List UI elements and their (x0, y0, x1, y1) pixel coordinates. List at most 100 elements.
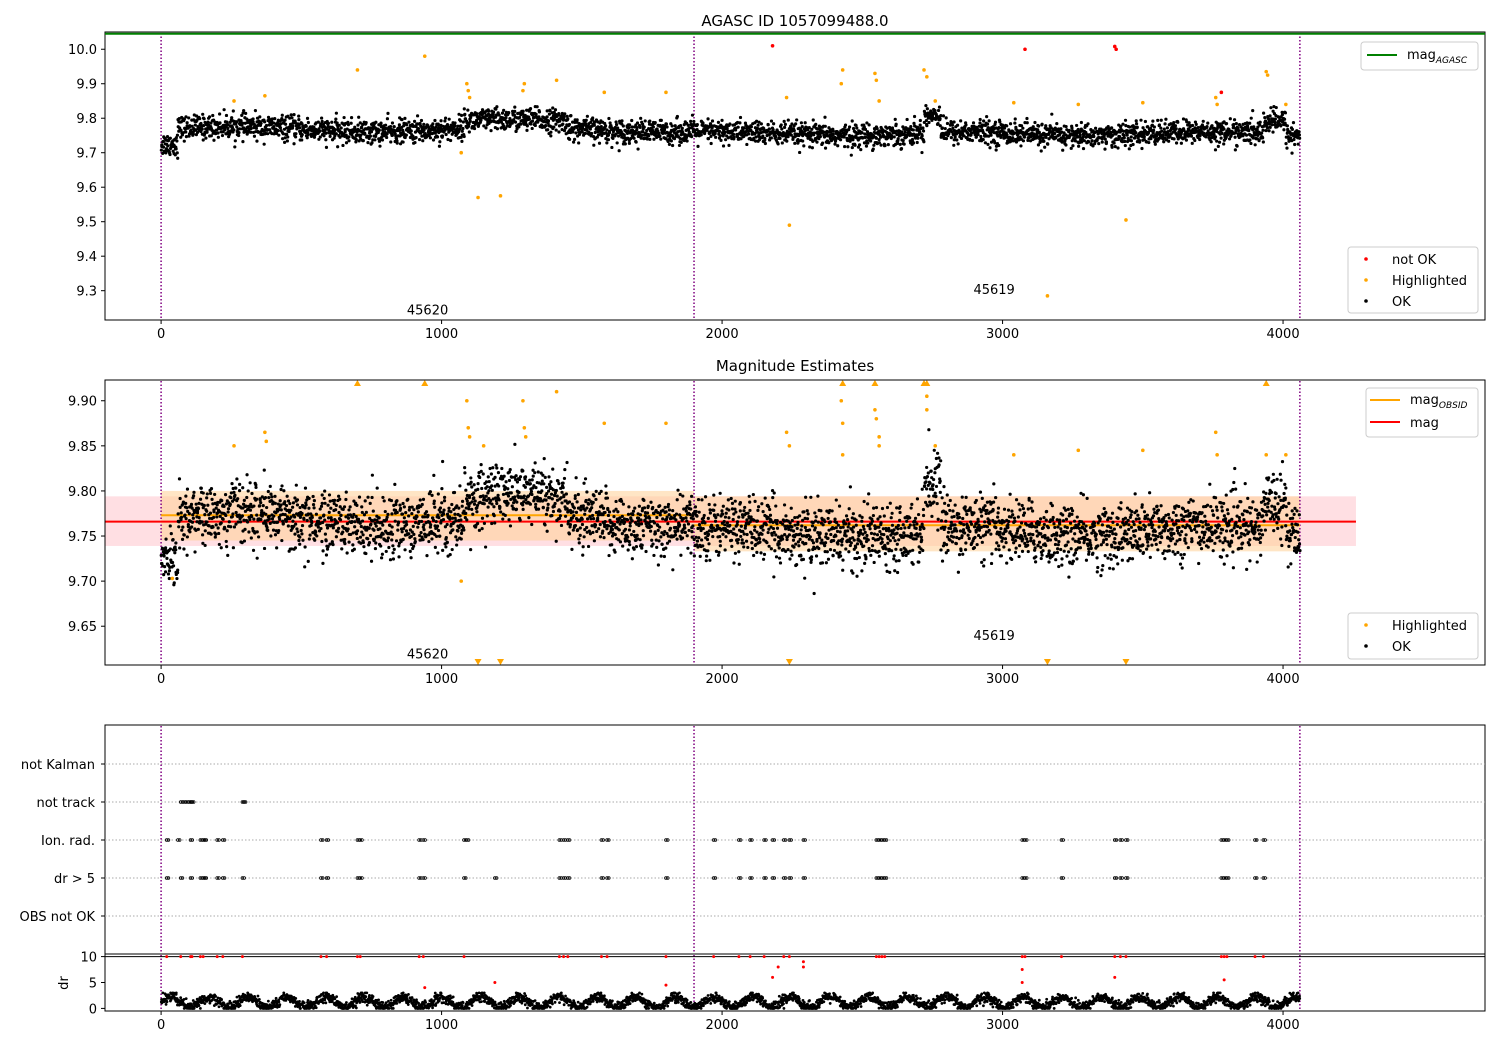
ok-point (498, 505, 502, 509)
ok-point (1167, 139, 1171, 143)
ok-point (435, 524, 440, 528)
ok-point (1012, 131, 1016, 135)
ok-point (957, 128, 961, 132)
ok-point (283, 140, 287, 144)
ok-point (799, 121, 803, 125)
ok-point (444, 545, 448, 549)
ok-point (352, 547, 356, 551)
ok-point (335, 521, 339, 525)
ok-point (857, 143, 862, 147)
ok-point (543, 523, 547, 527)
ok-point (1147, 140, 1151, 145)
ok-point (971, 121, 976, 125)
ok-point (262, 142, 266, 146)
ok-point (1008, 122, 1013, 126)
ok-point (435, 135, 440, 139)
ok-point (1291, 120, 1296, 125)
ok-point (168, 524, 172, 528)
ok-point (562, 129, 567, 133)
ok-point (789, 133, 793, 137)
ok-point (343, 537, 347, 542)
ok-point (252, 134, 257, 138)
ok-point (355, 536, 359, 541)
ok-point (442, 508, 446, 512)
ok-point (436, 492, 440, 496)
ok-point (749, 125, 754, 129)
ok-point (497, 113, 501, 117)
ok-point (665, 125, 669, 129)
ok-point (324, 131, 328, 135)
ok-point (528, 502, 532, 506)
ok-point (281, 137, 285, 141)
ok-point (680, 126, 684, 130)
ok-point (205, 496, 209, 500)
ok-point (360, 125, 364, 129)
ok-point (778, 136, 782, 141)
ok-point (393, 519, 397, 523)
ok-point (1043, 145, 1047, 149)
ok-point (690, 113, 695, 117)
ok-point (283, 500, 287, 504)
ok-point (458, 127, 462, 131)
ok-point (689, 119, 693, 123)
ok-point (171, 538, 175, 542)
ok-point (780, 141, 784, 145)
ok-point (769, 119, 774, 123)
ok-point (1270, 123, 1274, 127)
highlighted-point (498, 194, 503, 198)
ok-point (1290, 151, 1294, 155)
ok-point (1220, 131, 1224, 136)
ok-point (769, 136, 773, 140)
ok-point (163, 546, 168, 550)
ok-point (955, 138, 959, 142)
ok-point (381, 523, 385, 527)
ok-point (811, 139, 815, 144)
ok-point (205, 492, 209, 496)
ok-point (514, 474, 518, 478)
ok-point (464, 511, 468, 515)
ok-point (882, 135, 886, 139)
ok-point (454, 519, 458, 523)
ok-point (208, 491, 213, 496)
ok-point (420, 134, 424, 138)
ok-point (673, 124, 677, 128)
ok-point (463, 471, 467, 475)
ok-point (335, 121, 339, 125)
ok-point (585, 114, 589, 118)
ok-point (494, 463, 498, 467)
ok-point (487, 109, 491, 113)
ok-point (497, 484, 501, 488)
ok-point (333, 128, 337, 132)
ok-point (255, 497, 259, 501)
ok-point (342, 505, 347, 509)
x-tick-label: 1000 (425, 327, 458, 342)
ok-point (1131, 142, 1135, 147)
ok-point (1249, 141, 1253, 146)
y-tick-label: 9.9 (76, 78, 97, 93)
ok-point (329, 518, 334, 522)
ok-point (394, 134, 398, 138)
ok-point (379, 544, 383, 548)
ok-point (425, 554, 429, 558)
ok-point (323, 532, 328, 536)
ok-point (364, 551, 368, 556)
ok-point (162, 573, 166, 577)
ok-point (217, 542, 221, 547)
ok-point (1280, 113, 1285, 117)
ok-point (289, 508, 293, 512)
ok-point (937, 105, 942, 109)
ok-point (1104, 140, 1109, 144)
ok-point (976, 132, 980, 137)
ok-point (783, 125, 787, 129)
ok-point (820, 141, 825, 145)
ok-point (300, 122, 304, 126)
ok-point (574, 131, 578, 135)
obsid-label: 45619 (973, 283, 1014, 298)
ok-point (420, 519, 424, 524)
ok-point (459, 518, 463, 522)
ok-point (394, 502, 398, 507)
ok-point (212, 138, 216, 142)
ok-point (1273, 120, 1277, 125)
ok-point (298, 126, 302, 130)
ok-point (393, 482, 397, 486)
